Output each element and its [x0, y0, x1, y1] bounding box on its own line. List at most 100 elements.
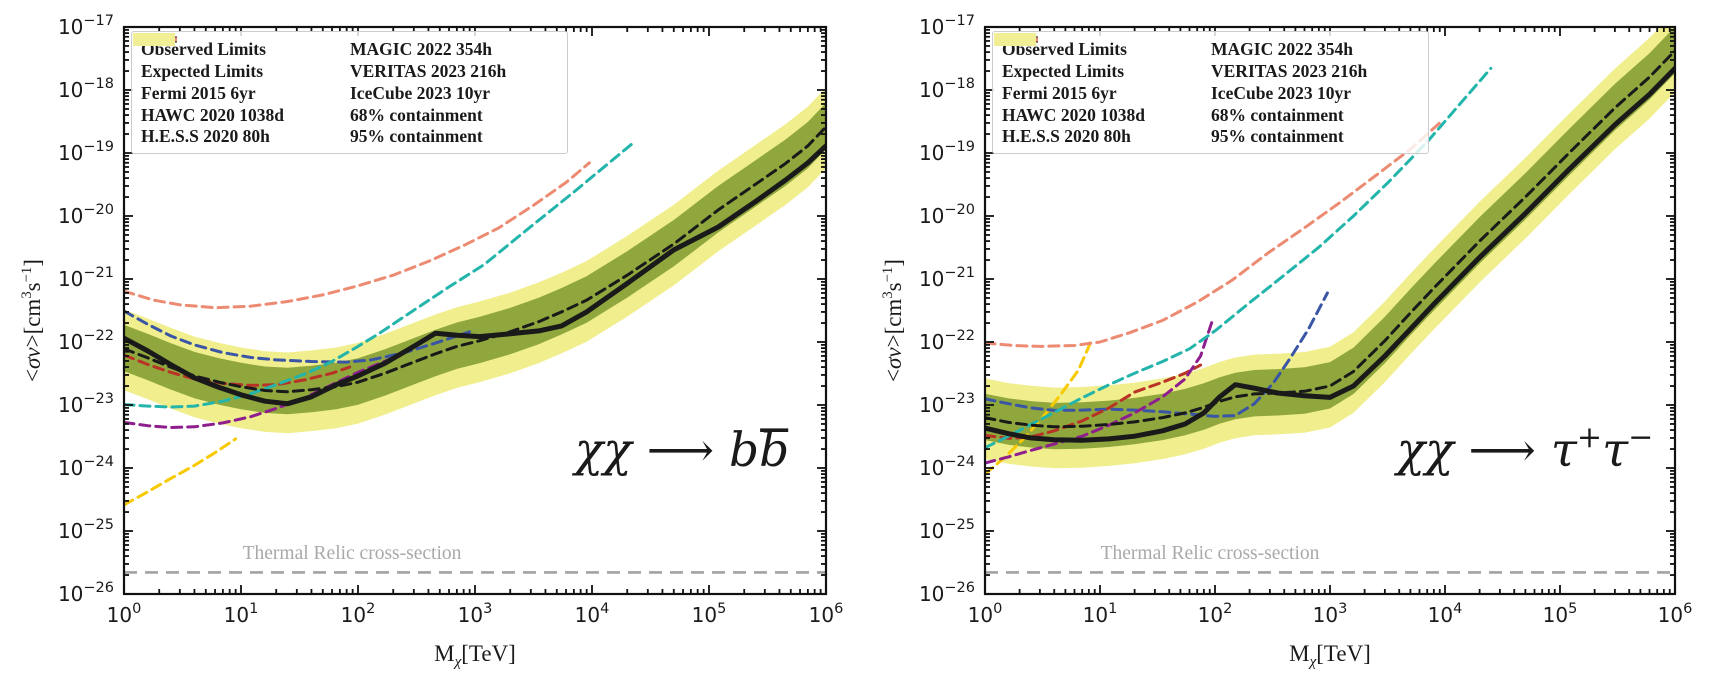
series-magic-bbbar	[124, 355, 398, 429]
legend-label-veritas: VERITAS 2023 216h	[1211, 60, 1368, 81]
svg-text:Mχ[TeV]: Mχ[TeV]	[1289, 641, 1371, 670]
legend-label-hawc: HAWC 2020 1038d	[1002, 104, 1145, 125]
legend-label-expected: Expected Limits	[141, 60, 264, 81]
legend-label-fermi: Fermi 2015 6yr	[141, 82, 256, 103]
legend-label-veritas: VERITAS 2023 216h	[350, 60, 507, 81]
tick-label: 101	[1083, 601, 1118, 627]
legend-item-hawc: HAWC 2020 1038d	[994, 37, 1211, 126]
tick-label: 105	[692, 601, 727, 627]
series-veritas-bbbar	[124, 142, 634, 409]
legend-item-hess: H.E.S.S 2020 80h	[994, 37, 1211, 148]
tick-label: 104	[1428, 601, 1463, 627]
legend-label-magic: MAGIC 2022 354h	[350, 39, 492, 60]
tick-label: 10−23	[58, 391, 114, 417]
series-expected-tautau	[985, 49, 1675, 429]
series-observed-bbbar	[124, 143, 826, 407]
tick-label: 10−22	[919, 328, 975, 354]
tick-label: 10−20	[919, 202, 975, 228]
overline-bar	[760, 428, 789, 432]
y-axis-label: <σv>[cm3s−1]	[880, 259, 906, 382]
tick-label: 100	[107, 601, 142, 627]
series-hawc-bbbar	[124, 309, 472, 364]
axis-ticks	[123, 26, 827, 595]
legend-item-magic: MAGIC 2022 354h	[994, 37, 1420, 61]
legend-patch-band95	[994, 33, 1036, 46]
series-observed-tautau	[985, 65, 1675, 443]
legend-item-hawc: HAWC 2020 1038d	[133, 37, 350, 126]
tick-label: 104	[575, 601, 610, 627]
tick-label: 10−22	[58, 328, 114, 354]
legend-item-fermi: Fermi 2015 6yr	[133, 37, 350, 105]
legend-label-icecube: IceCube 2023 10yr	[350, 82, 490, 103]
legend-item-band95: 95% containment	[994, 33, 1420, 148]
tick-label: 102	[1198, 601, 1233, 627]
legend-patch-band95	[133, 33, 175, 46]
tick-label: 10−26	[919, 580, 975, 606]
band-68-containment	[985, 27, 1675, 450]
tick-label: 106	[1658, 601, 1693, 627]
tick-label: 10−20	[58, 202, 114, 228]
legend-label-hawc: HAWC 2020 1038d	[141, 104, 284, 125]
tick-label: 103	[458, 601, 493, 627]
legend-label-fermi: Fermi 2015 6yr	[1002, 82, 1117, 103]
series-veritas-tautau	[985, 66, 1493, 450]
legend-item-magic: MAGIC 2022 354h	[133, 37, 559, 61]
tick-label: 100	[968, 601, 1003, 627]
panel-tautau: Thermal Relic cross-section 100 101 102 103 1…	[880, 13, 1693, 670]
tick-label: 10−21	[58, 265, 114, 291]
tick-label: 10−24	[919, 454, 975, 480]
series-icecube-bbbar	[124, 161, 591, 310]
thermal-relic-label: Thermal Relic cross-section	[243, 543, 462, 564]
legend-item-hess: H.E.S.S 2020 80h	[133, 37, 350, 148]
series-expected-bbbar	[124, 125, 826, 394]
legend-label-band68: 68% containment	[350, 104, 483, 125]
legend-item-expected: Expected Limits	[133, 37, 350, 83]
legend-item-icecube: IceCube 2023 10yr	[133, 37, 559, 105]
legend-label-band68: 68% containment	[1211, 104, 1344, 125]
legend-item-veritas: VERITAS 2023 216h	[994, 37, 1420, 83]
channel-annotation-tautau: χχ ⟶ τ+τ−	[1394, 420, 1654, 478]
legend-tautau: Observed Limits Expected Limits Fermi 2015…	[992, 31, 1429, 154]
legend-item-expected: Expected Limits	[994, 37, 1211, 83]
plot-area-tautau	[985, 27, 1675, 574]
legend-label-band95: 95% containment	[1211, 126, 1344, 147]
series-hawc-tautau	[985, 291, 1329, 418]
thermal-relic-label: Thermal Relic cross-section	[1101, 543, 1320, 564]
legend-item-band95: 95% containment	[133, 33, 559, 148]
band-68-containment	[124, 102, 826, 415]
tick-label: 10−17	[58, 13, 114, 39]
tick-label: 10−17	[919, 13, 975, 39]
tick-label: 10−18	[58, 76, 114, 102]
tick-label: 10−19	[58, 139, 114, 165]
series-magic-tautau	[985, 318, 1214, 465]
y-axis-label: <σv>[cm3s−1]	[19, 259, 45, 382]
tick-label: 10−25	[58, 517, 114, 543]
legend-label-band95: 95% containment	[350, 126, 483, 147]
tick-label: 10−25	[919, 517, 975, 543]
svg-text:Mχ[TeV]: Mχ[TeV]	[434, 641, 516, 670]
channel-annotation-bbbar: χχ ⟶ bb	[572, 423, 789, 478]
panel-bbbar: Thermal Relic cross-section 100 101 102 103 1…	[19, 13, 844, 670]
tick-label: 10−23	[919, 391, 975, 417]
tick-label: 106	[809, 601, 844, 627]
legend-label-magic: MAGIC 2022 354h	[1211, 39, 1353, 60]
legend-label-hess: H.E.S.S 2020 80h	[141, 126, 270, 147]
legend-item-icecube: IceCube 2023 10yr	[994, 37, 1420, 105]
legend-label-icecube: IceCube 2023 10yr	[1211, 82, 1351, 103]
tick-label: 10−26	[58, 580, 114, 606]
tick-label: 10−19	[919, 139, 975, 165]
legend-item-band68: 68% containment	[994, 33, 1420, 126]
axis-ticks	[984, 26, 1676, 595]
tick-label: 101	[224, 601, 259, 627]
legend-label-expected: Expected Limits	[1002, 60, 1125, 81]
legend-item-veritas: VERITAS 2023 216h	[133, 37, 559, 83]
tick-label: 105	[1543, 601, 1578, 627]
tick-label: 102	[341, 601, 376, 627]
series-icecube-tautau	[985, 121, 1442, 348]
plot-area-bbbar	[124, 87, 826, 574]
legend-bbbar: Observed Limits Expected Limits Fermi 2015…	[131, 31, 568, 154]
series-fermi-bbbar	[124, 437, 238, 507]
tick-label: 103	[1313, 601, 1348, 627]
